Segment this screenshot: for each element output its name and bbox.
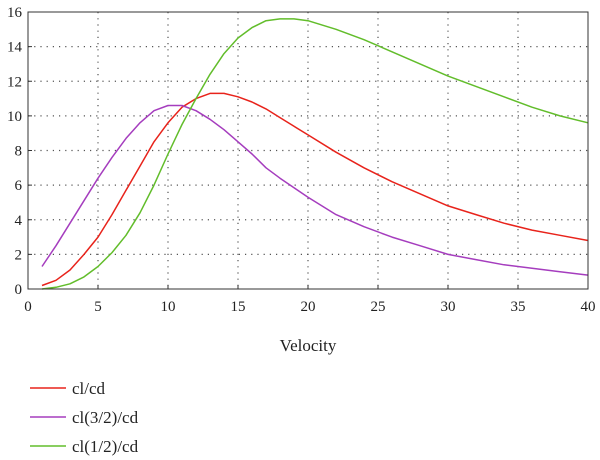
legend-label: cl(3/2)/cd — [72, 408, 139, 427]
y-tick-label: 4 — [15, 213, 23, 229]
legend-label: cl(1/2)/cd — [72, 437, 139, 456]
y-tick-label: 12 — [7, 74, 22, 90]
x-axis-title: Velocity — [280, 336, 337, 355]
axis-ticks: 0 5 10 15 20 25 30 35 40 0 2 4 6 8 10 12 14 16 — [7, 5, 596, 315]
y-tick-label: 14 — [7, 40, 23, 56]
y-tick-label: 0 — [15, 282, 23, 298]
x-tick-label: 5 — [94, 299, 102, 315]
x-tick-label: 30 — [441, 299, 456, 315]
x-tick-label: 15 — [231, 299, 246, 315]
y-tick-label: 10 — [7, 109, 22, 125]
x-tick-label: 10 — [161, 299, 176, 315]
chart-legend: cl/cd cl(3/2)/cd cl(1/2)/cd — [30, 379, 139, 456]
y-tick-label: 8 — [15, 144, 23, 160]
legend-label: cl/cd — [72, 379, 106, 398]
y-tick-label: 6 — [15, 178, 23, 194]
y-tick-label: 16 — [7, 5, 23, 21]
x-tick-label: 25 — [371, 299, 386, 315]
chart-series — [41, 18, 589, 290]
series-line-2 — [41, 104, 589, 276]
x-tick-label: 20 — [301, 299, 316, 315]
x-tick-label: 0 — [24, 299, 32, 315]
chart-grid — [28, 12, 588, 289]
series-line-3 — [41, 18, 589, 290]
x-tick-label: 35 — [511, 299, 526, 315]
y-tick-label: 2 — [15, 247, 23, 263]
series-line-1 — [41, 92, 589, 287]
x-tick-label: 40 — [581, 299, 596, 315]
